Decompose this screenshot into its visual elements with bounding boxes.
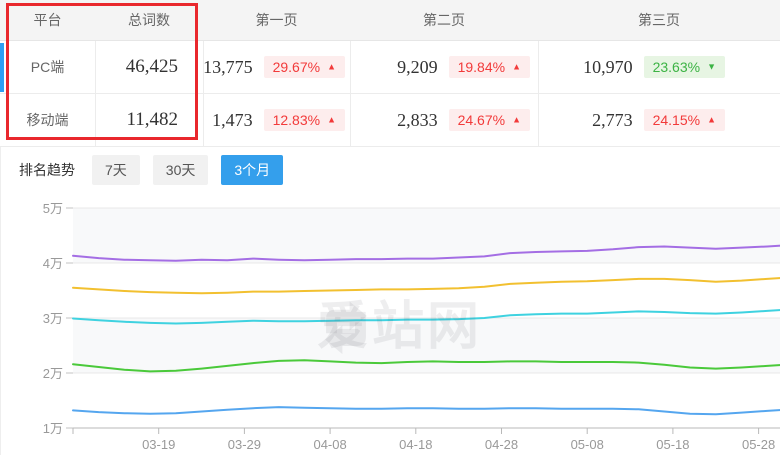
active-row-indicator [0,43,4,92]
svg-text:03-19: 03-19 [142,437,175,452]
change-badge: 29.67% ▲ [263,56,345,78]
trend-arrow-icon: ▲ [707,114,716,124]
page1-count: 13,775 [203,56,253,77]
table-header: 平台 总词数 第一页 第二页 第三页 [0,0,780,41]
change-percent: 23.63% [652,59,701,75]
trend-arrow-icon: ▲ [512,61,521,71]
page1-cell: 1,473 12.83% ▲ [203,94,350,146]
svg-text:05-08: 05-08 [571,437,604,452]
change-badge: 12.83% ▲ [263,109,345,131]
page1-count: 1,473 [212,109,253,130]
total-words-value: 46,425 [95,41,203,93]
change-badge: 23.63% ▼ [643,56,725,78]
trend-chart[interactable]: 5万 4万 3万 2万 1万 03-19 03-29 04-08 04-18 04-28 05-08… [1,193,780,455]
trend-arrow-icon: ▲ [327,114,336,124]
platform-label: 移动端 [26,112,69,128]
header-platform: 平台 [33,12,62,28]
svg-text:04-18: 04-18 [399,437,432,452]
svg-text:3万: 3万 [43,311,63,326]
header-total-words: 总词数 [128,12,170,28]
svg-text:03-29: 03-29 [228,437,261,452]
tab-3-months[interactable]: 3个月 [221,155,284,185]
trend-arrow-icon: ▲ [512,114,521,124]
tab-7-days[interactable]: 7天 [92,155,140,185]
change-badge: 24.15% ▲ [643,109,725,131]
svg-text:2万: 2万 [43,366,63,381]
keyword-rank-table: 平台 总词数 第一页 第二页 第三页 PC端 46,425 13,775 29.… [0,0,780,147]
platform-label: PC端 [30,59,65,75]
svg-text:1万: 1万 [43,421,63,436]
change-badge: 19.84% ▲ [448,56,530,78]
svg-text:05-18: 05-18 [656,437,689,452]
page2-cell: 9,209 19.84% ▲ [350,41,538,93]
header-page-3: 第三页 [638,12,680,28]
page3-cell: 2,773 24.15% ▲ [538,94,780,146]
change-badge: 24.67% ▲ [448,109,530,131]
table-row-mobile: 移动端 11,482 1,473 12.83% ▲ 2,833 24.67% ▲… [0,94,780,147]
change-percent: 19.84% [457,59,506,75]
page3-count: 2,773 [592,109,633,130]
rank-trend-chart-area[interactable]: 5万 4万 3万 2万 1万 03-19 03-29 04-08 04-18 04-28 05-08… [0,193,780,455]
header-page-1: 第一页 [255,12,298,28]
page3-cell: 10,970 23.63% ▼ [538,41,780,93]
page3-count: 10,970 [583,56,633,77]
page1-cell: 13,775 29.67% ▲ [203,41,350,93]
trend-toolbar: 排名趋势 7天 30天 3个月 [0,147,780,193]
svg-text:4万: 4万 [43,256,63,271]
change-percent: 12.83% [272,112,321,128]
table-row-pc: PC端 46,425 13,775 29.67% ▲ 9,209 19.84% … [0,41,780,94]
change-percent: 24.67% [457,112,506,128]
svg-text:04-08: 04-08 [313,437,346,452]
tab-30-days[interactable]: 30天 [152,155,209,185]
page2-count: 9,209 [397,56,438,77]
trend-arrow-icon: ▲ [327,61,336,71]
change-percent: 29.67% [272,59,321,75]
page2-count: 2,833 [397,109,438,130]
trend-arrow-icon: ▼ [707,61,716,71]
svg-text:04-28: 04-28 [485,437,518,452]
total-words-value: 11,482 [95,94,203,146]
svg-text:05-28: 05-28 [742,437,775,452]
page2-cell: 2,833 24.67% ▲ [350,94,538,146]
svg-text:5万: 5万 [43,201,63,216]
change-percent: 24.15% [652,112,701,128]
trend-title: 排名趋势 [19,162,75,178]
header-page-2: 第二页 [423,12,465,28]
